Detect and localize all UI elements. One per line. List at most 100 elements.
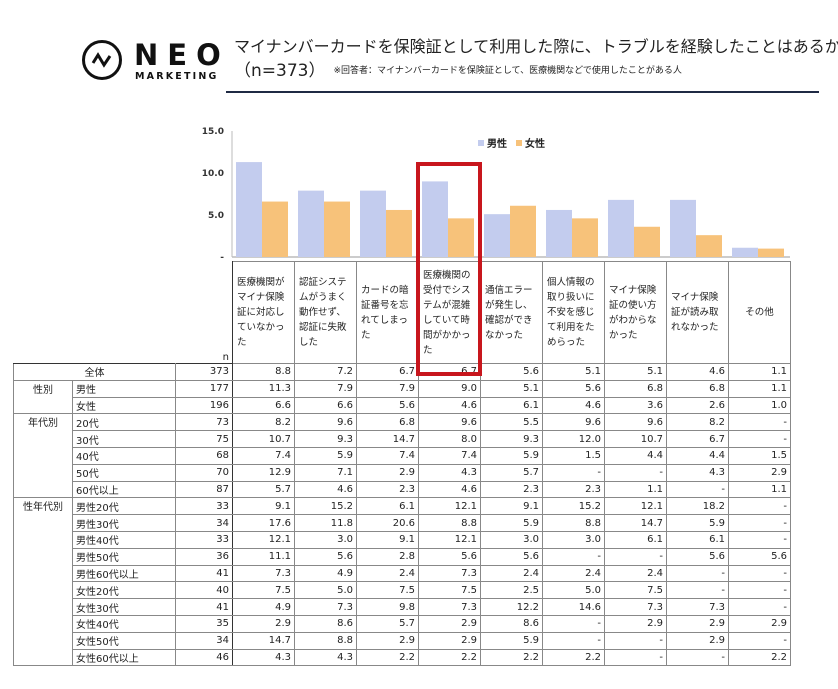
row-label: 30代 xyxy=(72,430,176,448)
value-cell: - xyxy=(542,547,605,566)
row-label: 女性 xyxy=(72,396,176,415)
value-cell: 7.3 xyxy=(294,598,357,616)
bar-male xyxy=(484,214,510,257)
value-cell: 14.7 xyxy=(232,631,295,650)
value-cell: 2.4 xyxy=(604,564,667,583)
value-cell: - xyxy=(728,564,791,583)
value-cell: 2.9 xyxy=(418,631,481,650)
y-tick-label: 15.0 xyxy=(202,127,224,137)
value-cell: 17.6 xyxy=(232,514,295,532)
value-cell: 6.1 xyxy=(480,396,543,415)
value-cell: 2.4 xyxy=(480,564,543,583)
bar-female xyxy=(572,218,598,257)
row-label: 男性60代以上 xyxy=(72,564,176,583)
value-cell: 2.6 xyxy=(666,396,729,415)
value-cell: 7.3 xyxy=(666,598,729,616)
value-cell: 4.9 xyxy=(294,564,357,583)
value-cell: 14.7 xyxy=(356,430,419,448)
value-cell: 4.4 xyxy=(666,446,729,465)
value-cell: 7.3 xyxy=(232,564,295,583)
value-cell: 8.8 xyxy=(542,514,605,532)
column-header: 通信エラーが発生し、確認ができなかった xyxy=(480,261,543,364)
bar-female xyxy=(696,235,722,257)
table-row: 女性60代以上 46 4.3 4.3 2.2 2.2 2.2 2.2- -2.2 xyxy=(14,648,791,667)
bar-male xyxy=(236,162,262,257)
value-cell: 14.6 xyxy=(542,598,605,616)
bar-female xyxy=(448,218,474,257)
value-cell: 12.1 xyxy=(232,530,295,549)
value-cell: 9.8 xyxy=(356,598,419,616)
value-cell: 20.6 xyxy=(356,514,419,532)
column-header: マイナ保険証の使い方がわからなかった xyxy=(604,261,667,364)
highlight-box xyxy=(416,162,482,376)
y-tick-label: 10.0 xyxy=(202,169,224,179)
value-cell: - xyxy=(666,648,729,667)
n-cell: 33 xyxy=(175,530,233,549)
table-row: 年代別 20代 73 8.2 9.6 6.8 9.6 5.5 9.6 9.6 8.2- xyxy=(13,413,791,499)
value-cell: 11.8 xyxy=(294,514,357,532)
row-label: 男性50代 xyxy=(72,547,176,566)
table-row: 男性30代 34 17.6 11.8 20.6 8.8 5.9 8.8 14.7 5.9- xyxy=(14,514,791,532)
value-cell: 8.8 xyxy=(294,631,357,650)
row-label: 男性40代 xyxy=(72,530,176,549)
row-label: 男性30代 xyxy=(72,514,176,532)
n-cell: 35 xyxy=(175,614,233,633)
value-cell: 9.3 xyxy=(480,430,543,448)
value-cell: 1.5 xyxy=(728,446,791,465)
value-cell: 1.1 xyxy=(728,363,791,381)
table-row: 性年代別 男性20代 33 9.1 15.2 6.1 12.1 9.1 15.2 12.1 18.2… xyxy=(13,497,791,667)
value-cell: 18.2 xyxy=(666,497,729,516)
value-cell: 5.9 xyxy=(480,631,543,650)
value-cell: 3.0 xyxy=(294,530,357,549)
value-cell: 12.2 xyxy=(480,598,543,616)
value-cell: 14.7 xyxy=(604,514,667,532)
value-cell: 2.2 xyxy=(418,648,481,667)
title-divider xyxy=(226,91,819,93)
column-header: 医療機関がマイナ保険証に対応していなかった xyxy=(232,261,295,364)
value-cell: - xyxy=(542,463,605,482)
value-cell: 7.3 xyxy=(418,564,481,583)
value-cell: - xyxy=(604,463,667,482)
row-label: 50代 xyxy=(72,463,176,482)
row-label: 20代 xyxy=(72,413,176,432)
value-cell: 9.1 xyxy=(232,497,295,516)
logo-text: NEO xyxy=(134,38,230,72)
column-header: 認証システムがうまく動作せず、認証に失敗した xyxy=(294,261,357,364)
row-label: 男性20代 xyxy=(72,497,176,516)
bar-male xyxy=(360,190,386,257)
value-cell: - xyxy=(728,430,791,448)
value-cell: 7.9 xyxy=(294,379,357,398)
n-cell: 177 xyxy=(175,379,233,398)
value-cell: - xyxy=(728,598,791,616)
row-label: 女性20代 xyxy=(72,581,176,600)
bar-female xyxy=(634,226,660,257)
value-cell: 2.5 xyxy=(480,581,543,600)
value-cell: 8.0 xyxy=(418,430,481,448)
value-cell: 5.0 xyxy=(542,581,605,600)
value-cell: 5.6 xyxy=(418,547,481,566)
value-cell: 15.2 xyxy=(294,497,357,516)
value-cell: 7.4 xyxy=(232,446,295,465)
value-cell: - xyxy=(604,547,667,566)
value-cell: 8.8 xyxy=(418,514,481,532)
row-label: 女性60代以上 xyxy=(72,648,176,667)
value-cell: 10.7 xyxy=(604,430,667,448)
value-cell: 9.1 xyxy=(480,497,543,516)
value-cell: - xyxy=(728,631,791,650)
value-cell: 2.9 xyxy=(232,614,295,633)
group-label: 年代別 xyxy=(13,413,73,499)
value-cell: 2.3 xyxy=(356,480,419,499)
value-cell: 5.1 xyxy=(604,363,667,381)
row-label: 60代以上 xyxy=(72,480,176,499)
value-cell: 7.5 xyxy=(418,581,481,600)
y-tick-label: - xyxy=(220,253,224,263)
value-cell: 4.6 xyxy=(418,396,481,415)
value-cell: 5.6 xyxy=(294,547,357,566)
n-cell: 70 xyxy=(175,463,233,482)
value-cell: 2.9 xyxy=(666,614,729,633)
table-row: 30代 75 10.7 9.3 14.7 8.0 9.3 12.0 10.7 6.7- xyxy=(14,430,791,448)
value-cell: 12.1 xyxy=(604,497,667,516)
value-cell: - xyxy=(728,581,791,600)
table-row: 60代以上 87 5.7 4.6 2.3 4.6 2.3 2.3 1.1-1.1 xyxy=(14,480,791,499)
value-cell: 4.9 xyxy=(232,598,295,616)
